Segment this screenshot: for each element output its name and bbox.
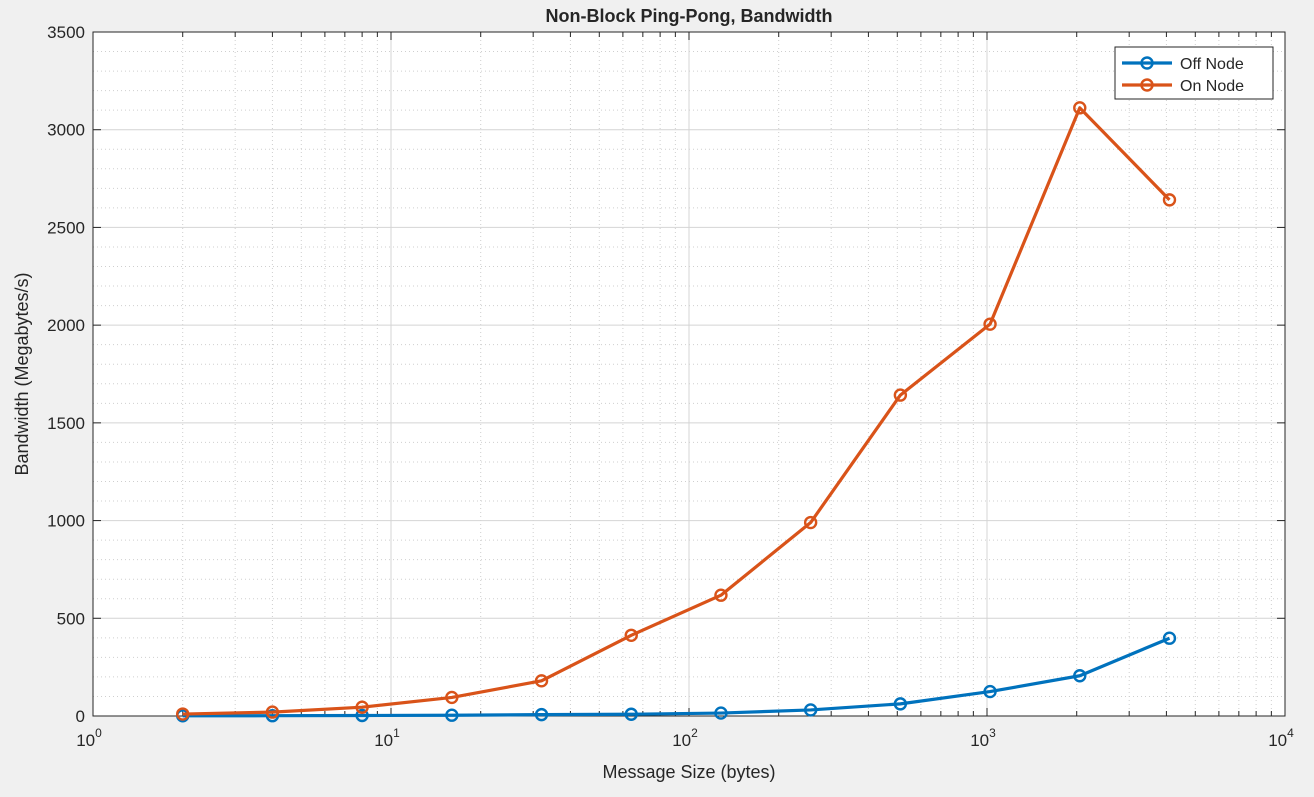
x-tick-exponent: 2 [691,726,698,740]
x-tick-label: 104 [1268,726,1294,750]
data-point [355,700,369,714]
data-point [714,588,728,602]
data-point [445,708,459,722]
data-point [355,708,369,723]
x-tick-exponent: 3 [989,726,996,740]
data-point [176,707,190,721]
series-layer [176,101,1177,723]
y-tick-label: 1500 [47,414,85,433]
series-line-0 [182,636,1171,718]
legend[interactable]: Off Node On Node [1114,46,1274,100]
legend-swatch-marker [1140,78,1154,92]
y-tick-label: 0 [76,707,85,726]
y-tick-label: 1000 [47,512,85,531]
major-grid [93,32,1285,716]
data-point [714,706,728,720]
axis-ticks [92,31,1286,717]
x-tick-exponent: 0 [95,726,102,740]
legend-box [1114,46,1274,100]
data-point [445,690,459,705]
data-point [1073,669,1087,683]
x-tick-label: 102 [672,726,698,750]
data-point [983,317,997,331]
chart-title: Non-Block Ping-Pong, Bandwidth [546,6,833,26]
x-tick-labels: 100 101 102 103 104 [76,726,1294,750]
x-tick-exponent: 1 [393,726,400,740]
y-tick-label: 500 [57,609,85,628]
data-point [1073,101,1087,115]
x-tick-base: 10 [76,731,95,750]
legend-label: On Node [1180,78,1244,95]
y-tick-label: 3500 [47,23,85,42]
legend-label: Off Node [1180,56,1244,73]
data-point [1162,631,1177,645]
data-point [624,707,638,721]
series-line-1 [182,106,1171,716]
data-point [624,628,638,642]
data-point [803,515,818,530]
x-tick-label: 101 [374,726,400,750]
data-point [265,705,280,719]
x-tick-base: 10 [1268,731,1287,750]
x-tick-exponent: 4 [1287,726,1294,740]
x-tick-base: 10 [672,731,691,750]
x-tick-label: 100 [76,726,102,750]
data-point [893,388,908,402]
y-axis-label: Bandwidth (Megabytes/s) [12,272,32,475]
x-axis-label: Message Size (bytes) [602,762,775,782]
y-tick-labels: 0 500 1000 1500 2000 2500 3000 3500 [47,23,85,726]
legend-swatch-marker [1140,56,1154,70]
data-point [534,707,549,722]
data-point [534,674,549,688]
data-point [893,697,908,711]
y-tick-label: 2500 [47,218,85,237]
x-tick-base: 10 [374,731,393,750]
x-tick-base: 10 [970,731,989,750]
data-point [803,703,818,717]
y-tick-label: 2000 [47,316,85,335]
data-point [983,684,997,699]
y-tick-label: 3000 [47,121,85,140]
data-point [1162,193,1177,207]
x-tick-label: 103 [970,726,996,750]
